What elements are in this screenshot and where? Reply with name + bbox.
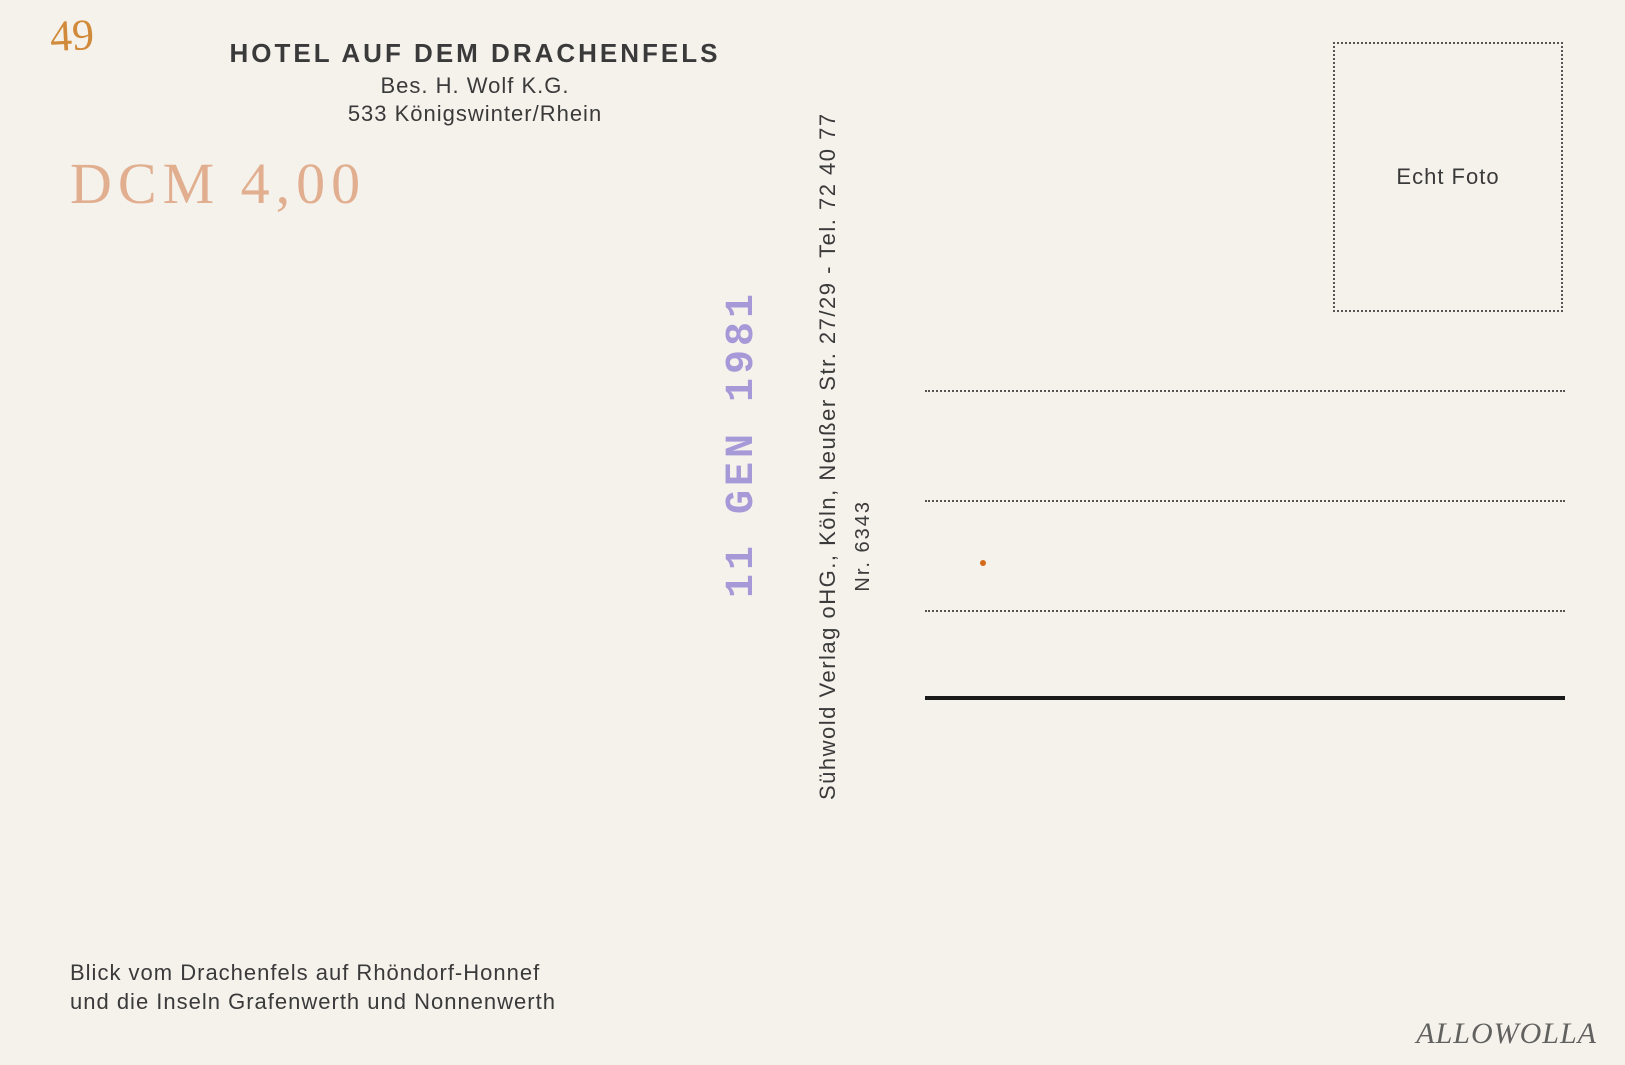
hotel-title: HOTEL AUF DEM DRACHENFELS bbox=[200, 38, 750, 69]
publisher-imprint: Sühwold Verlag oHG., Köln, Neußer Str. 2… bbox=[810, 80, 845, 800]
publisher-number: Nr. 6343 bbox=[852, 500, 875, 592]
postcard-back: 49 HOTEL AUF DEM DRACHENFELS Bes. H. Wol… bbox=[0, 0, 1625, 1065]
caption-line-1: Blick vom Drachenfels auf Rhöndorf-Honne… bbox=[70, 958, 556, 988]
address-line bbox=[925, 390, 1565, 392]
paper-speck-icon bbox=[980, 560, 986, 566]
hotel-address: 533 Königswinter/Rhein bbox=[200, 101, 750, 127]
handwritten-corner-number: 49 bbox=[49, 9, 96, 62]
address-area bbox=[925, 390, 1565, 720]
scan-watermark: ALLOWOLLA bbox=[1416, 1017, 1597, 1051]
postage-stamp-box: Echt Foto bbox=[1333, 42, 1563, 312]
caption-line-2: und die Inseln Grafenwerth und Nonnenwer… bbox=[70, 987, 556, 1017]
address-line bbox=[925, 500, 1565, 502]
address-underline bbox=[925, 696, 1565, 700]
hotel-owner: Bes. H. Wolf K.G. bbox=[200, 73, 750, 99]
sender-header: HOTEL AUF DEM DRACHENFELS Bes. H. Wolf K… bbox=[200, 38, 750, 127]
photo-caption: Blick vom Drachenfels auf Rhöndorf-Honne… bbox=[70, 958, 556, 1017]
stamp-box-label: Echt Foto bbox=[1396, 164, 1499, 190]
handwritten-price: DCM 4,00 bbox=[70, 150, 366, 217]
address-line bbox=[925, 610, 1565, 612]
date-stamp: 11 GEN 1981 bbox=[720, 290, 765, 598]
